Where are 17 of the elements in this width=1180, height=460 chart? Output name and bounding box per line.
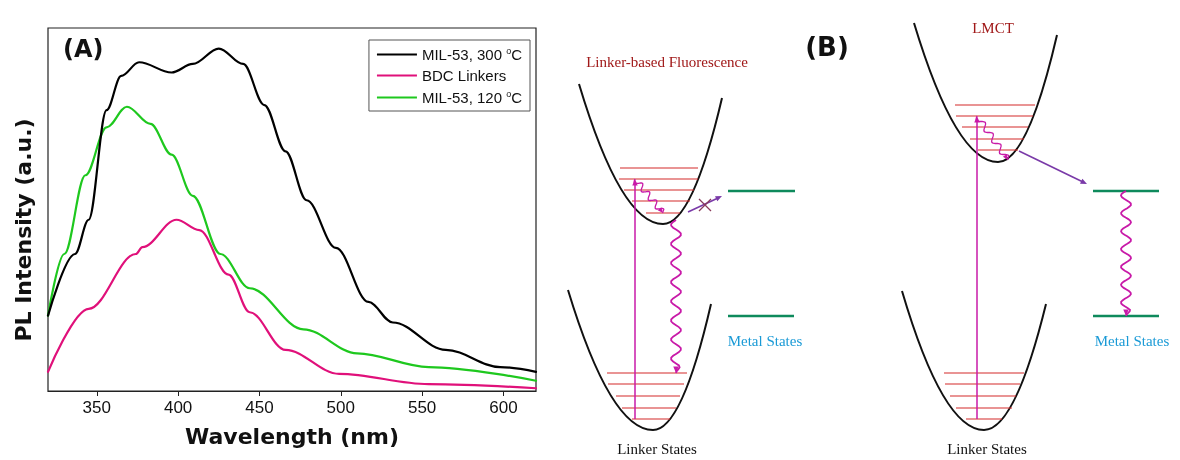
y-axis-title: PL Intensity (a.u.): [10, 118, 36, 342]
text: (B): [805, 32, 849, 62]
x-tick-label: 450: [245, 398, 274, 417]
x-tick-label: 500: [326, 398, 355, 417]
text: Metal States: [1094, 333, 1170, 349]
chart-title: (A): [63, 35, 104, 63]
text: Metal States: [727, 333, 803, 349]
x-tick-label: 400: [163, 398, 193, 417]
text: Linker States: [947, 441, 1027, 457]
x-tick-label: 600: [489, 398, 518, 417]
text: LMCT: [972, 20, 1014, 36]
x-tick-label: 550: [407, 398, 437, 417]
x-tick-label: 350: [82, 398, 111, 417]
text: Linker-based Fluorescence: [586, 54, 749, 70]
legend-label: BDC Linkers: [421, 67, 507, 84]
text: Linker States: [617, 441, 697, 457]
x-axis-title: Wavelength (nm): [185, 423, 399, 449]
